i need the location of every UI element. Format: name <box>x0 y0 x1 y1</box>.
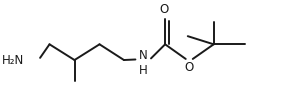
Text: H₂N: H₂N <box>2 54 25 67</box>
Text: N: N <box>139 49 148 62</box>
Text: O: O <box>159 3 168 16</box>
Text: O: O <box>185 61 194 74</box>
Text: H: H <box>139 64 148 77</box>
